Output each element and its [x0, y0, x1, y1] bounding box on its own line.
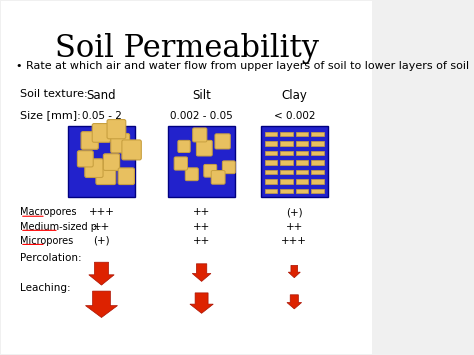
Bar [264, 151, 277, 155]
Bar [280, 151, 293, 155]
Text: Soil Permeability: Soil Permeability [55, 33, 319, 64]
FancyArrow shape [85, 291, 118, 317]
FancyBboxPatch shape [122, 140, 141, 160]
Bar [280, 132, 293, 136]
Bar [311, 132, 324, 136]
Text: ++: ++ [93, 222, 110, 231]
Bar [311, 160, 324, 165]
FancyBboxPatch shape [185, 168, 198, 181]
FancyBboxPatch shape [103, 154, 119, 170]
Bar [311, 170, 324, 174]
Bar [296, 179, 309, 184]
FancyBboxPatch shape [204, 164, 217, 177]
Text: Size [mm]:: Size [mm]: [20, 110, 81, 121]
Bar [296, 132, 309, 136]
Bar [280, 189, 293, 193]
Text: ++: ++ [193, 207, 210, 218]
FancyArrow shape [89, 262, 114, 285]
Text: 0.05 - 2: 0.05 - 2 [82, 110, 121, 121]
Bar [264, 141, 277, 146]
Bar [168, 126, 235, 197]
Bar [264, 179, 277, 184]
Bar [280, 170, 293, 174]
Bar [264, 170, 277, 174]
FancyBboxPatch shape [81, 132, 98, 149]
Bar [264, 132, 277, 136]
Text: Macropores: Macropores [20, 207, 76, 218]
Bar [311, 141, 324, 146]
Bar [264, 189, 277, 193]
FancyBboxPatch shape [92, 124, 110, 142]
FancyBboxPatch shape [77, 151, 93, 167]
FancyBboxPatch shape [0, 0, 376, 355]
Bar [296, 141, 309, 146]
Text: +++: +++ [282, 236, 307, 246]
Text: Percolation:: Percolation: [20, 253, 82, 263]
Text: 0.002 - 0.05: 0.002 - 0.05 [170, 110, 233, 121]
Text: < 0.002: < 0.002 [273, 110, 315, 121]
Bar [280, 179, 293, 184]
FancyArrow shape [190, 293, 213, 313]
Bar [264, 160, 277, 165]
Bar [296, 160, 309, 165]
Text: Micropores: Micropores [20, 236, 73, 246]
FancyBboxPatch shape [107, 120, 126, 139]
Text: Sand: Sand [87, 89, 116, 103]
Bar [296, 151, 309, 155]
Text: (+): (+) [286, 207, 302, 218]
Bar [296, 189, 309, 193]
Bar [261, 126, 328, 197]
Bar [68, 126, 135, 197]
Text: ++: ++ [193, 222, 210, 231]
Bar [296, 170, 309, 174]
Text: +++: +++ [89, 207, 114, 218]
Text: Leaching:: Leaching: [20, 283, 71, 293]
Bar [311, 151, 324, 155]
FancyBboxPatch shape [211, 170, 225, 184]
Text: Medium-sized p.: Medium-sized p. [20, 222, 100, 231]
Bar [280, 141, 293, 146]
FancyArrow shape [192, 264, 211, 282]
FancyArrow shape [288, 266, 301, 278]
Text: ++: ++ [286, 222, 303, 231]
FancyBboxPatch shape [85, 159, 103, 178]
Text: ++: ++ [193, 236, 210, 246]
Text: (+): (+) [93, 236, 110, 246]
FancyBboxPatch shape [215, 134, 230, 149]
FancyBboxPatch shape [174, 157, 188, 170]
FancyBboxPatch shape [118, 168, 135, 185]
Text: Silt: Silt [192, 89, 211, 103]
FancyBboxPatch shape [96, 164, 116, 185]
Text: • Rate at which air and water flow from upper layers of soil to lower layers of : • Rate at which air and water flow from … [16, 61, 469, 71]
FancyBboxPatch shape [196, 140, 212, 156]
Bar [280, 160, 293, 165]
Text: Soil texture:: Soil texture: [20, 89, 88, 99]
FancyBboxPatch shape [178, 140, 190, 153]
Text: Clay: Clay [282, 89, 307, 103]
FancyBboxPatch shape [111, 133, 129, 153]
FancyBboxPatch shape [222, 161, 235, 174]
Bar [311, 179, 324, 184]
Bar [311, 189, 324, 193]
FancyArrow shape [287, 295, 301, 309]
FancyBboxPatch shape [193, 128, 207, 142]
